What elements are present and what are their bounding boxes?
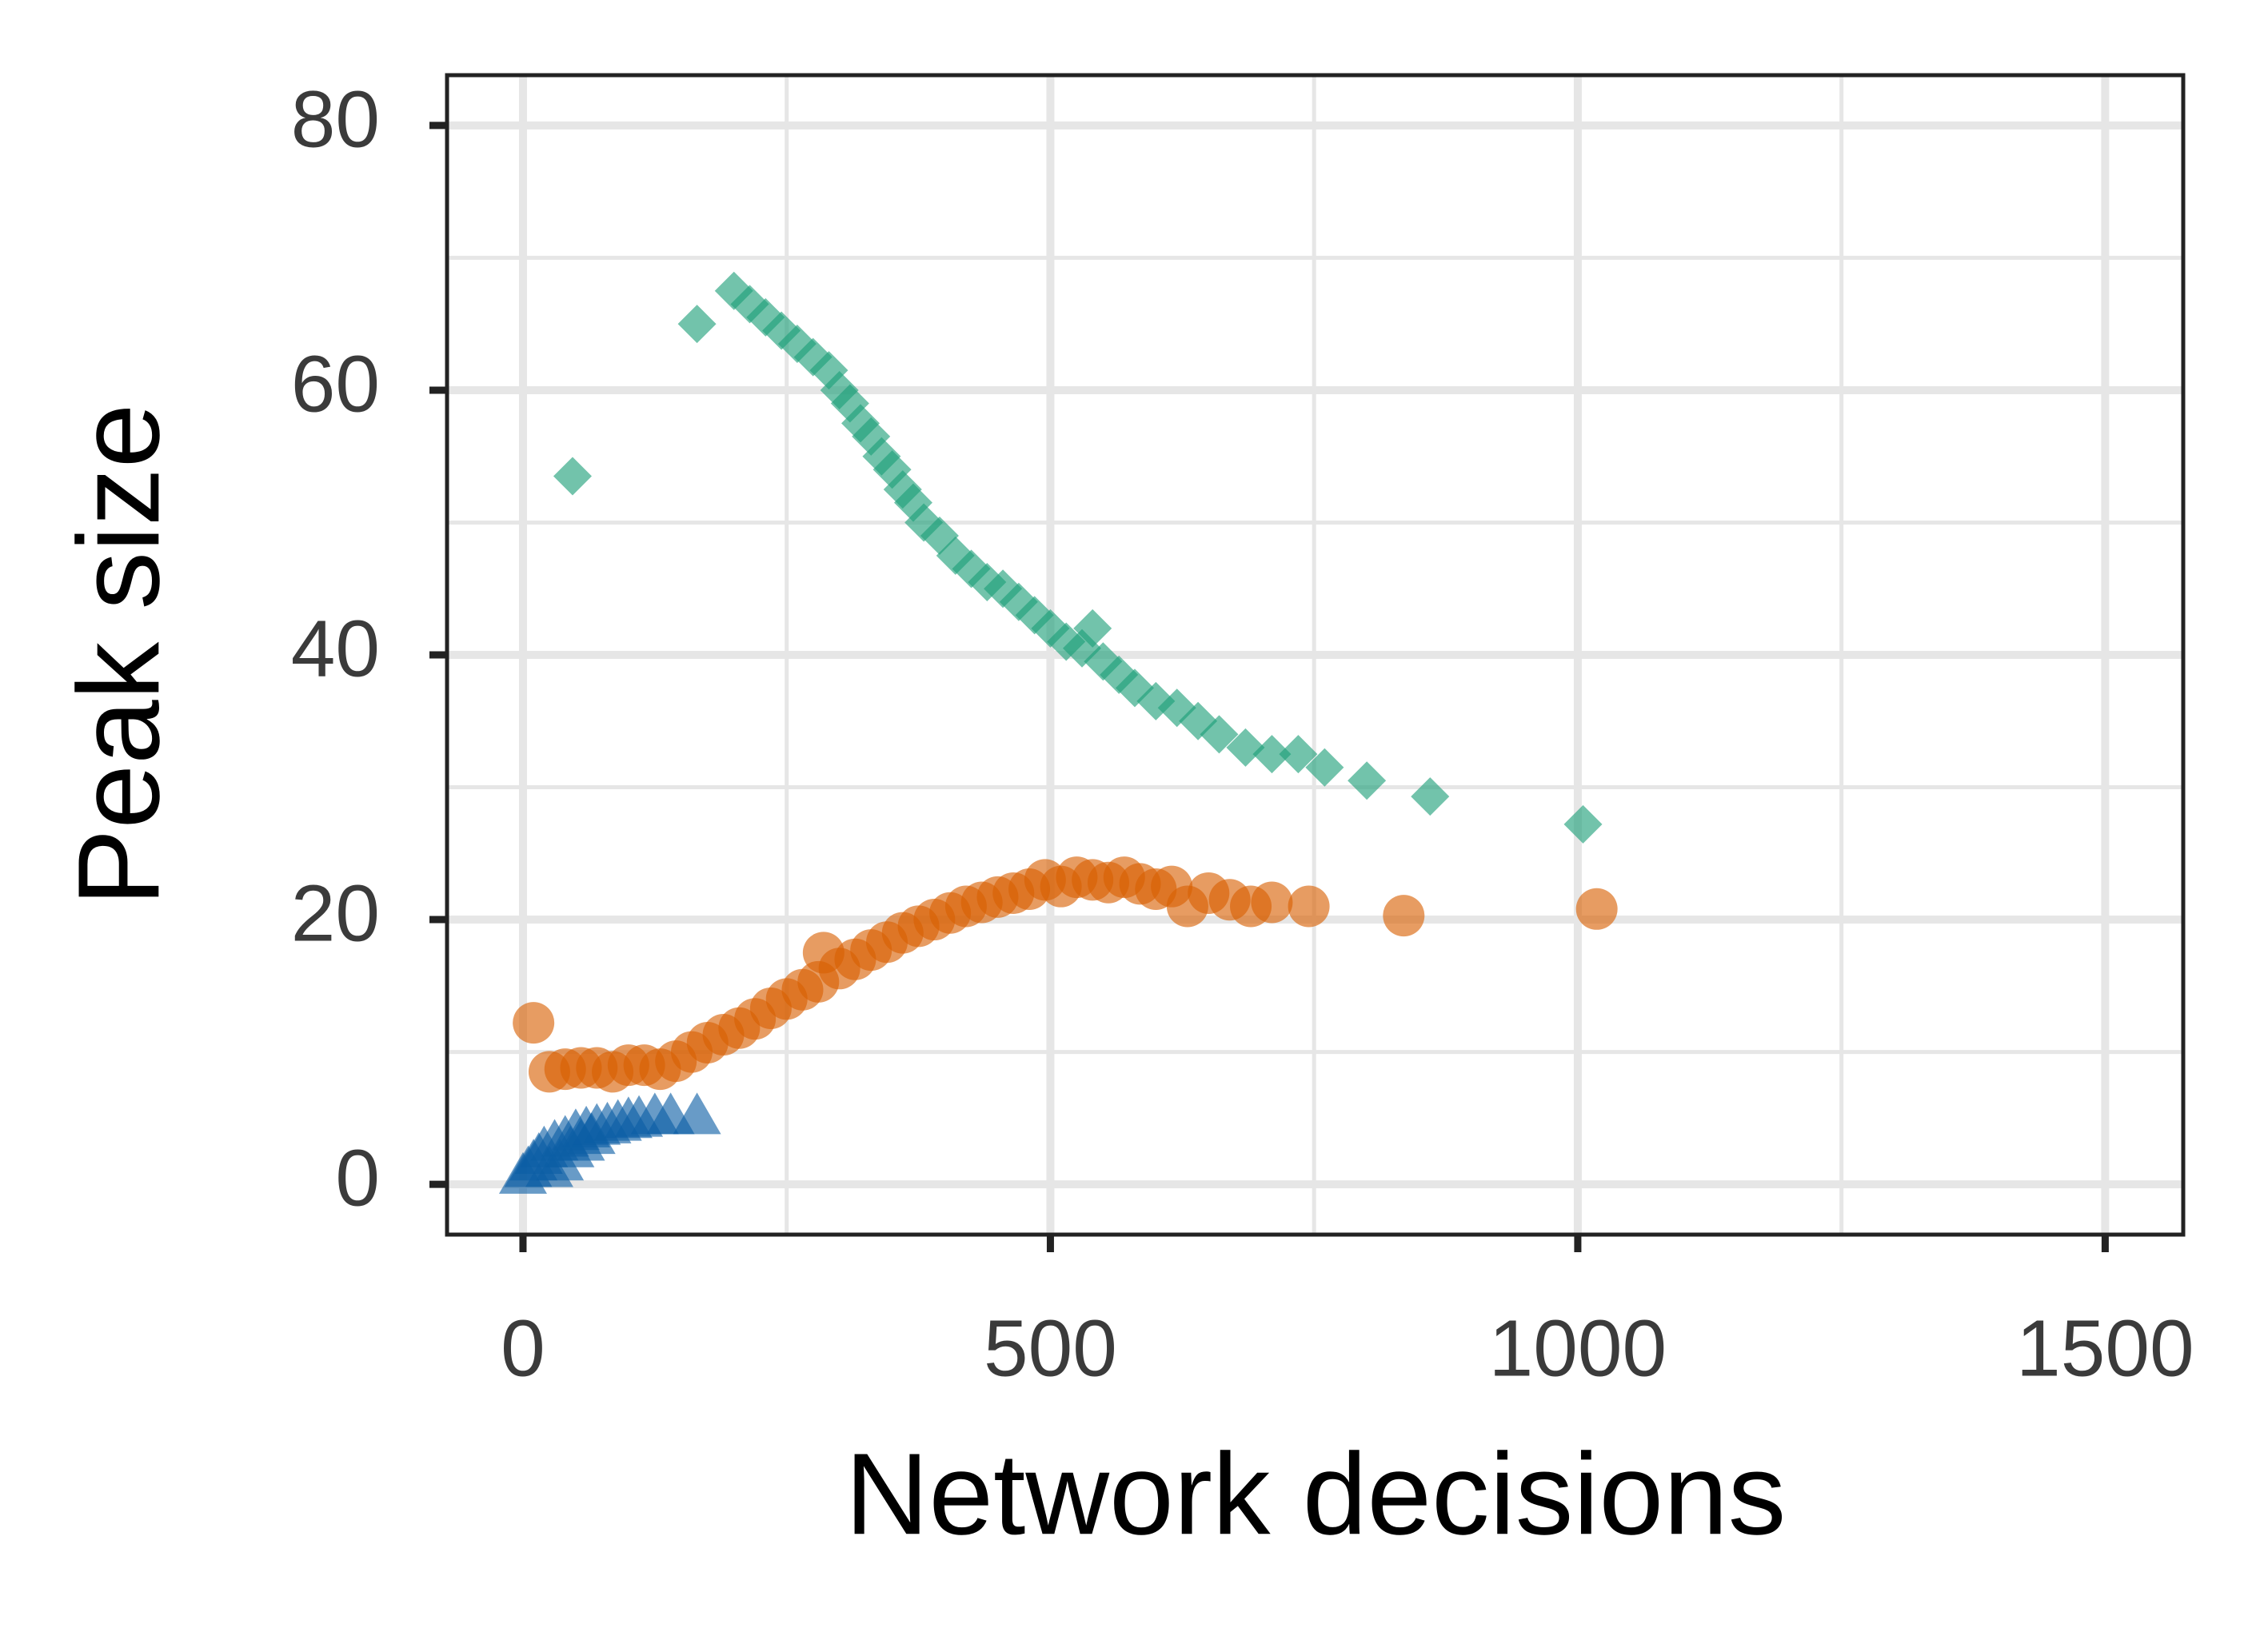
- data-point: [677, 305, 717, 344]
- data-point: [1073, 609, 1112, 648]
- y-tick-label: 60: [291, 339, 380, 429]
- x-tick-label: 0: [501, 1303, 545, 1393]
- plot-frame: [445, 73, 2186, 1237]
- x-tick-label: 1500: [2016, 1303, 2194, 1393]
- x-tick-label: 500: [984, 1303, 1117, 1393]
- data-point: [1226, 728, 1265, 767]
- data-point: [1411, 777, 1450, 816]
- data-point: [673, 1092, 721, 1135]
- data-point: [1251, 881, 1293, 924]
- y-tick-label: 0: [335, 1134, 380, 1223]
- data-point: [1383, 895, 1425, 937]
- y-tick-label: 80: [291, 74, 380, 164]
- y-tick-label: 40: [291, 604, 380, 693]
- data-point: [553, 457, 592, 496]
- y-tick-label: 20: [291, 868, 380, 958]
- data-point: [1279, 735, 1318, 774]
- data-point: [1252, 735, 1292, 774]
- data-point: [1563, 804, 1603, 844]
- data-point: [1200, 715, 1239, 754]
- data-point: [1305, 748, 1344, 787]
- y-axis-title: Peak size: [54, 404, 183, 907]
- x-tick-label: 1000: [1489, 1303, 1667, 1393]
- data-point: [513, 1002, 555, 1044]
- data-point: [1575, 888, 1618, 930]
- data-point: [1348, 761, 1387, 800]
- data-point: [1288, 885, 1330, 928]
- x-axis-title: Network decisions: [845, 1429, 1787, 1558]
